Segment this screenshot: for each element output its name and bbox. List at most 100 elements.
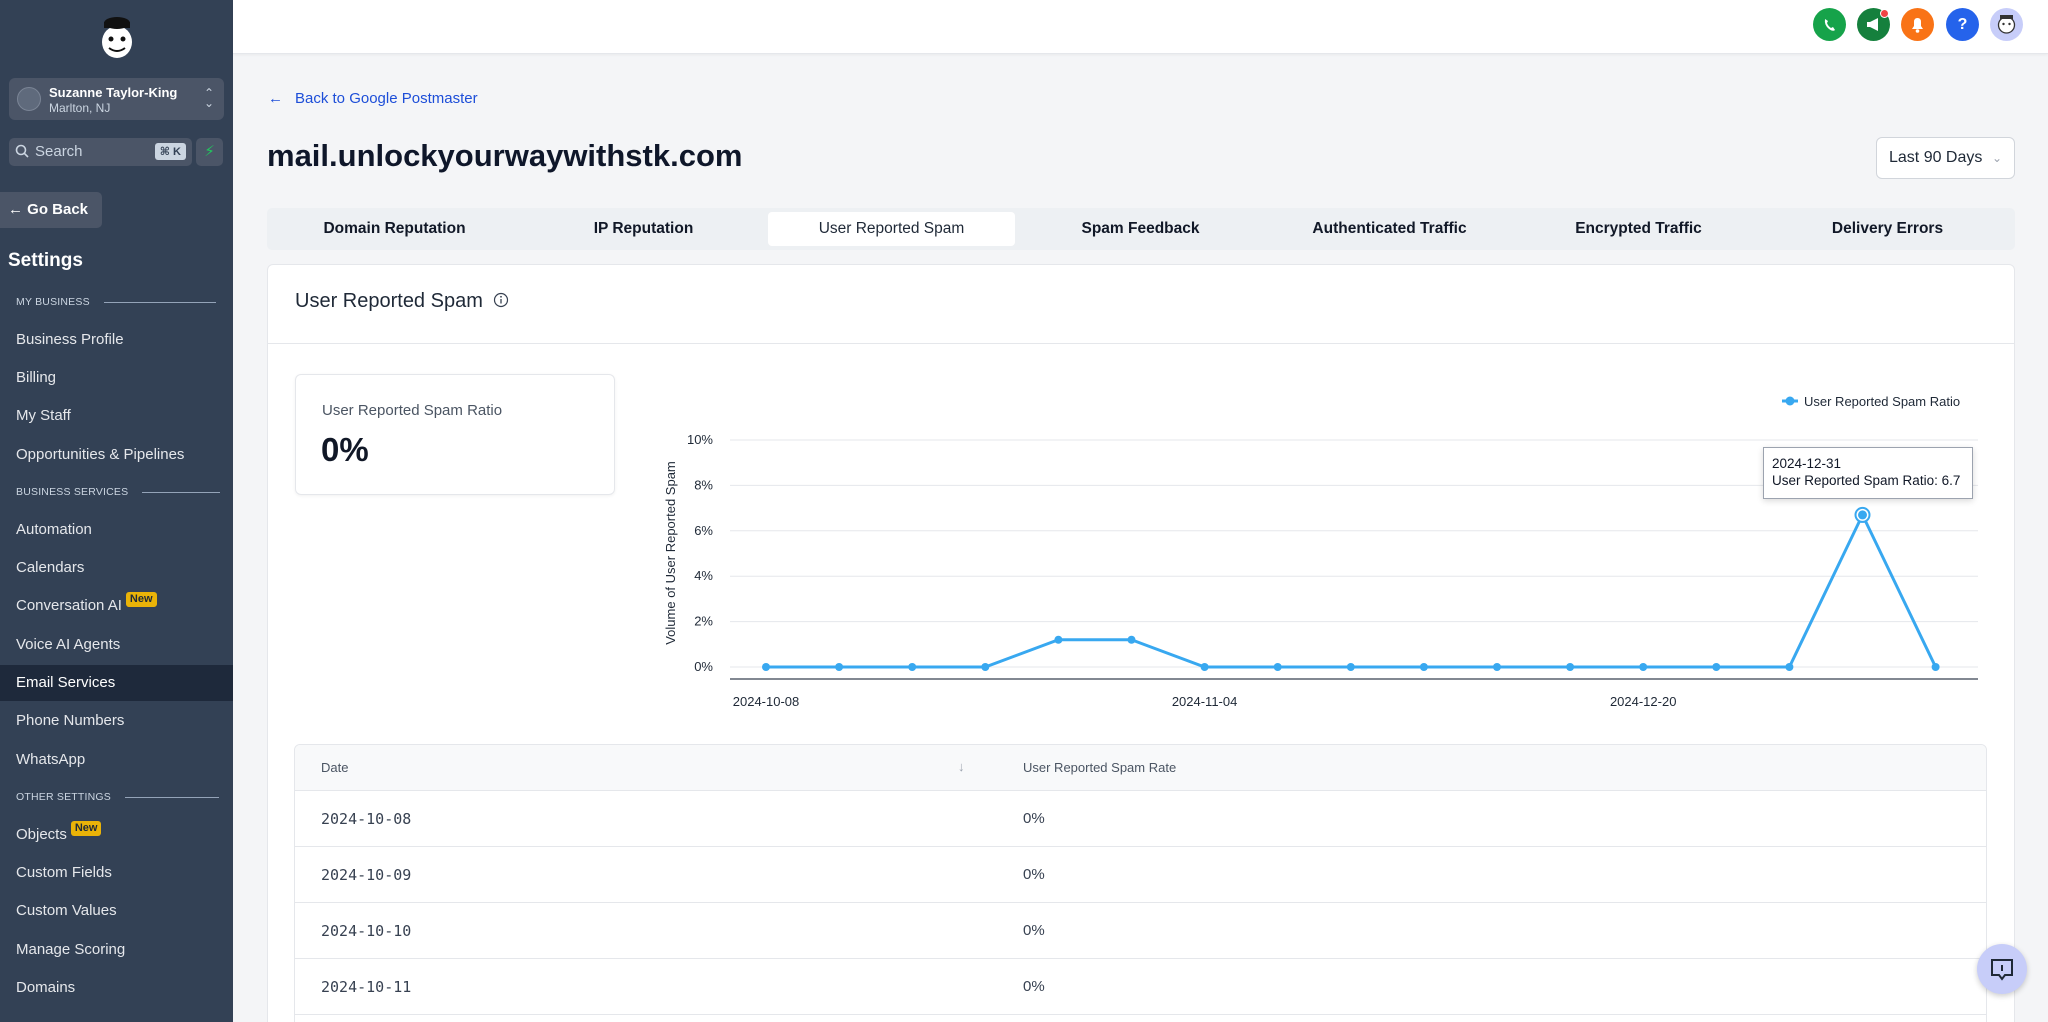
notification-dot (1880, 9, 1889, 18)
sidebar-item-whatsapp[interactable]: WhatsApp (0, 742, 233, 778)
page-title: mail.unlockyourwaywithstk.com (267, 138, 743, 173)
brand-logo[interactable] (96, 14, 138, 60)
sidebar-item-label: Calendars (16, 559, 85, 576)
sidebar: Suzanne Taylor-King Marlton, NJ ⌃ ⌄ Searc… (0, 0, 233, 1022)
tab-authenticated-traffic[interactable]: Authenticated Traffic (1312, 220, 1467, 237)
new-badge: New (70, 821, 102, 836)
chevron-updown-icon: ⌃ ⌄ (203, 86, 214, 110)
tooltip-text: User Reported Spam Ratio: 6.7 (1772, 473, 1961, 488)
column-header-date[interactable]: Date (321, 760, 349, 775)
tab-encrypted-traffic[interactable]: Encrypted Traffic (1575, 220, 1702, 237)
search-placeholder: Search (35, 143, 83, 160)
sidebar-item-automation[interactable]: Automation (0, 512, 233, 548)
back-to-postmaster-link[interactable]: ← Back to Google Postmaster (268, 90, 478, 107)
sidebar-item-custom-fields[interactable]: Custom Fields (0, 855, 233, 891)
tab-delivery-errors[interactable]: Delivery Errors (1831, 220, 1944, 237)
sidebar-item-label: Domains (16, 979, 76, 996)
new-badge: New (125, 592, 157, 607)
bell-icon[interactable] (1901, 8, 1934, 41)
section-label: MY BUSINESS (16, 296, 90, 308)
user-avatar[interactable] (1990, 8, 2023, 41)
settings-title: Settings (8, 250, 83, 271)
sidebar-item-email-services[interactable]: Email Services (0, 665, 233, 701)
sidebar-item-label: Objects (16, 826, 67, 843)
sidebar-item-my-staff[interactable]: My Staff (0, 398, 233, 434)
go-back-button[interactable]: ← Go Back (0, 192, 102, 228)
search-input[interactable]: Search ⌘ K (9, 138, 192, 166)
cell-date: 2024-10-08 (321, 810, 412, 828)
tab-user-reported-spam[interactable]: User Reported Spam (768, 212, 1015, 246)
metric-tabs: Domain Reputation IP Reputation User Rep… (267, 208, 2015, 250)
section-business-services: BUSINESS SERVICES (16, 486, 221, 498)
sort-down-icon[interactable]: ↓ (958, 759, 965, 774)
account-location: Marlton, NJ (49, 101, 111, 115)
arrow-left-icon: ← (268, 90, 283, 107)
arrow-left-icon: ← (8, 201, 23, 218)
sidebar-item-label: Conversation AI (16, 597, 122, 614)
cell-date: 2024-10-09 (321, 866, 412, 884)
sidebar-item-manage-scoring[interactable]: Manage Scoring (0, 932, 233, 968)
sidebar-item-opportunities[interactable]: Opportunities & Pipelines (0, 437, 233, 473)
sidebar-item-label: Billing (16, 369, 57, 386)
panel-title: User Reported Spam (295, 290, 483, 312)
cell-rate: 0% (1023, 922, 1045, 939)
sidebar-item-label: Manage Scoring (16, 941, 126, 958)
help-icon[interactable]: ? (1946, 8, 1979, 41)
sidebar-item-calendars[interactable]: Calendars (0, 550, 233, 586)
table-header: Date ↓ User Reported Spam Rate (295, 745, 1986, 791)
tooltip-date: 2024-12-31 (1772, 456, 1842, 471)
account-switcher[interactable]: Suzanne Taylor-King Marlton, NJ ⌃ ⌄ (9, 78, 224, 120)
sidebar-item-billing[interactable]: Billing (0, 360, 233, 396)
sidebar-item-business-profile[interactable]: Business Profile (0, 322, 233, 358)
back-link-label: Back to Google Postmaster (295, 90, 478, 107)
sidebar-item-label: Email Services (16, 674, 116, 691)
announcement-icon[interactable] (1857, 8, 1890, 41)
table-row: 2024-10-10 0% (295, 903, 1986, 959)
quick-action-bolt-icon[interactable]: ⚡ (196, 138, 223, 166)
cell-rate: 0% (1023, 866, 1045, 883)
spam-rate-table: Date ↓ User Reported Spam Rate 2024-10-0… (294, 744, 1987, 1022)
cell-rate: 0% (1023, 978, 1045, 995)
topbar: ? (233, 0, 2048, 54)
sidebar-item-label: Phone Numbers (16, 712, 125, 729)
sidebar-item-label: Voice AI Agents (16, 636, 121, 653)
spam-ratio-stat-card: User Reported Spam Ratio 0% (295, 374, 615, 495)
info-icon[interactable] (493, 292, 509, 308)
cell-date: 2024-10-11 (321, 978, 412, 996)
sidebar-item-voice-ai-agents[interactable]: Voice AI Agents (0, 627, 233, 663)
section-label: OTHER SETTINGS (16, 791, 111, 803)
search-icon (15, 144, 29, 158)
table-row: 2024-10-11 0% (295, 959, 1986, 1015)
sidebar-item-label: Custom Values (16, 902, 117, 919)
chat-icon (1991, 959, 2013, 981)
cell-date: 2024-10-10 (321, 922, 412, 940)
cell-rate: 0% (1023, 810, 1045, 827)
date-range-select[interactable]: Last 90 Days ⌄ (1876, 137, 2015, 179)
column-header-rate[interactable]: User Reported Spam Rate (1023, 760, 1177, 775)
sidebar-item-domains[interactable]: Domains (0, 970, 233, 1006)
tab-spam-feedback[interactable]: Spam Feedback (1081, 220, 1200, 237)
phone-icon[interactable] (1813, 8, 1846, 41)
go-back-label: Go Back (27, 201, 89, 218)
divider (268, 343, 2014, 344)
search-shortcut: ⌘ K (154, 143, 186, 160)
support-chat-button[interactable] (1977, 944, 2027, 994)
sidebar-item-objects[interactable]: Objects New (0, 817, 233, 853)
sidebar-item-phone-numbers[interactable]: Phone Numbers (0, 703, 233, 739)
chart-tooltip: 2024-12-31 User Reported Spam Ratio: 6.7 (1763, 447, 1973, 499)
sidebar-item-label: My Staff (16, 407, 71, 424)
sidebar-item-label: Custom Fields (16, 864, 112, 881)
tab-domain-reputation[interactable]: Domain Reputation (323, 220, 466, 237)
help-label: ? (1957, 16, 1968, 33)
sidebar-item-conversation-ai[interactable]: Conversation AI New (0, 588, 233, 624)
stat-label: User Reported Spam Ratio (322, 402, 503, 419)
sidebar-item-label: Opportunities & Pipelines (16, 446, 185, 463)
account-avatar-icon (17, 87, 41, 111)
table-row: 2024-10-09 0% (295, 847, 1986, 903)
sidebar-item-label: Business Profile (16, 331, 124, 348)
tab-ip-reputation[interactable]: IP Reputation (593, 220, 694, 237)
section-label: BUSINESS SERVICES (16, 486, 129, 498)
account-name: Suzanne Taylor-King (49, 85, 178, 100)
sidebar-item-label: WhatsApp (16, 751, 86, 768)
sidebar-item-custom-values[interactable]: Custom Values (0, 893, 233, 929)
